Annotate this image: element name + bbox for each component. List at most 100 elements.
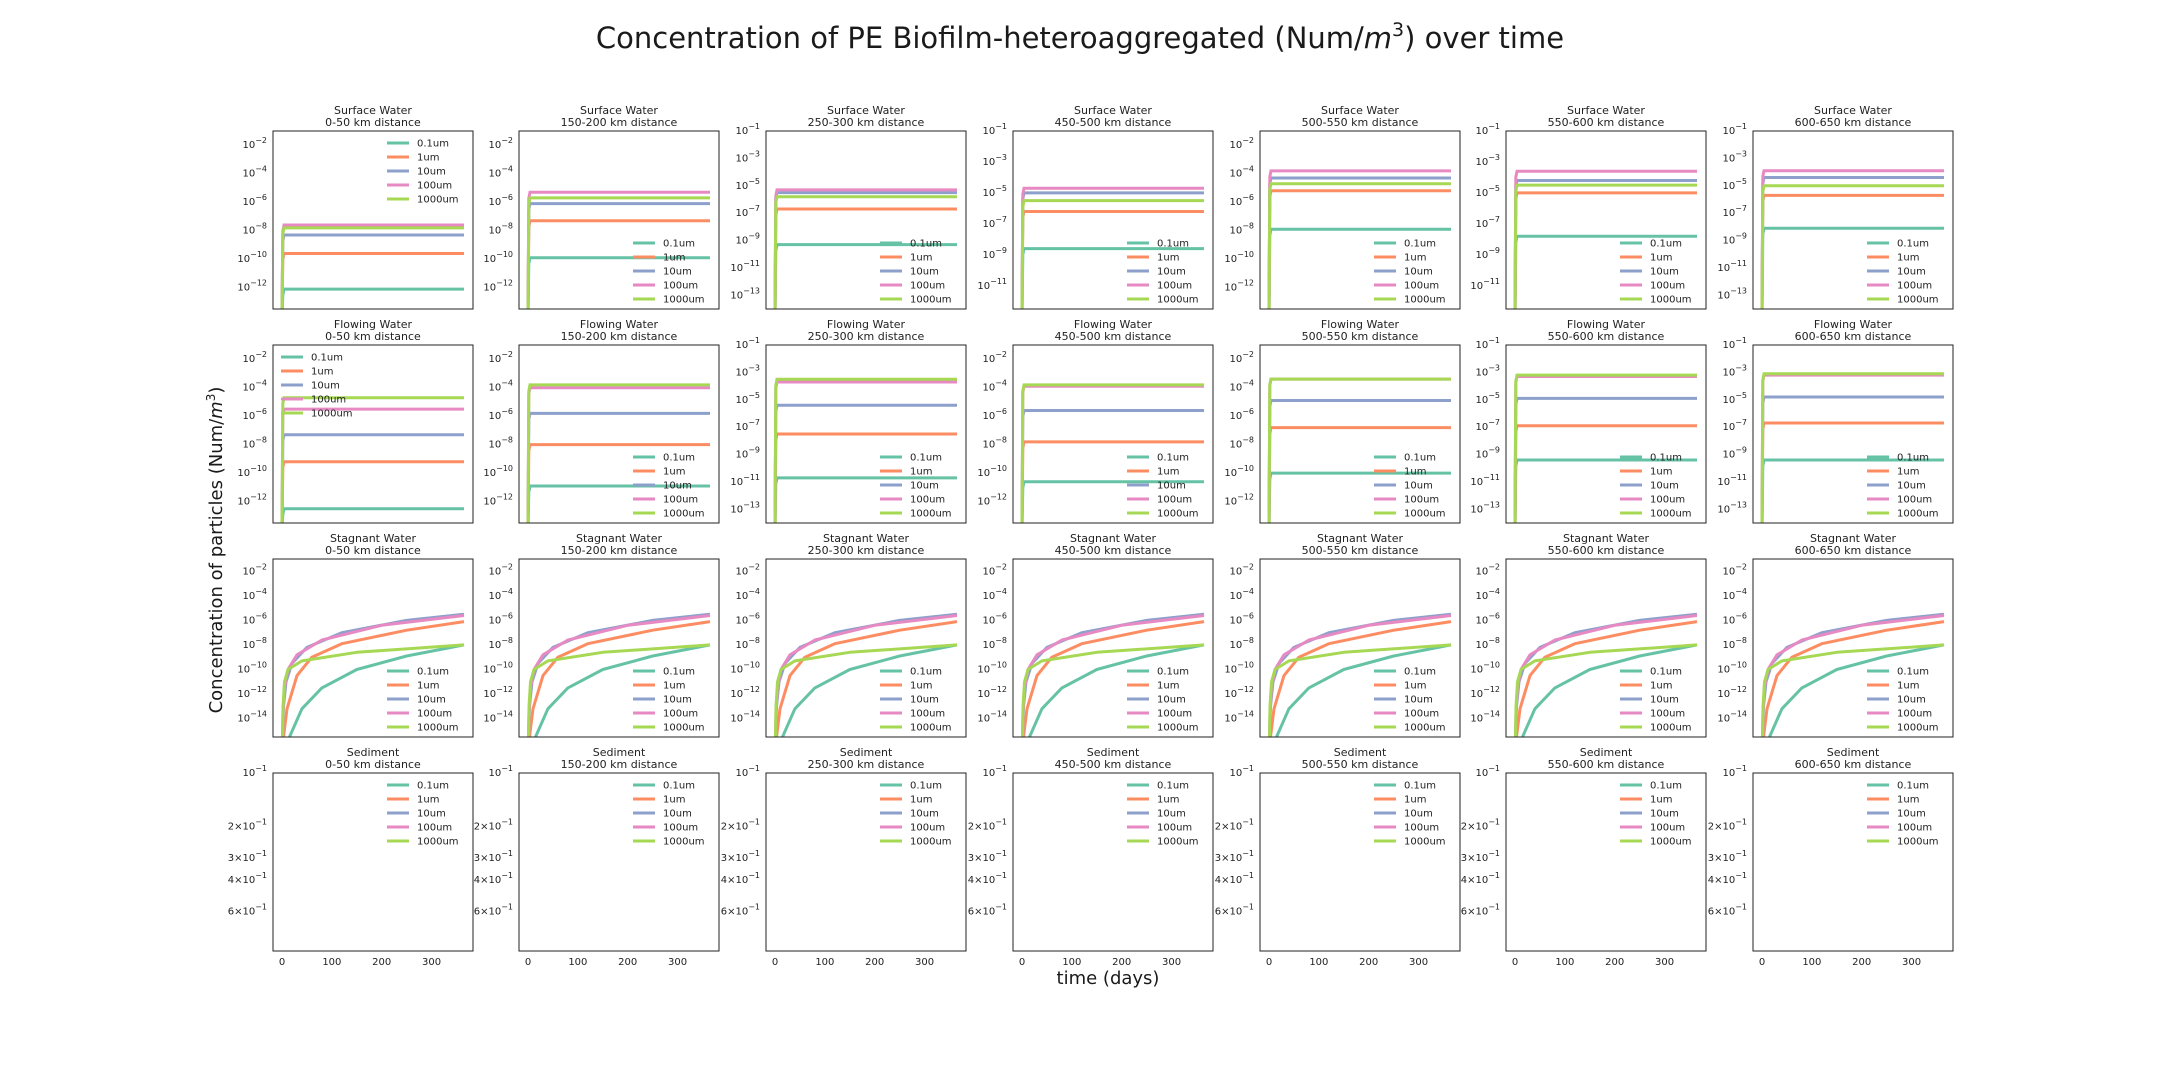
panel-r1-c2-legend-label-1000um: 1000um [910, 509, 952, 520]
panel-r0-c0-series-1um [280, 251, 464, 309]
panel-r3-c2-ytick-label: 4×10−1 [721, 871, 760, 886]
panel-r2-c1-legend-label-1um: 1um [663, 681, 685, 692]
panel-r3-c3-title-compartment: Sediment [1087, 746, 1140, 759]
panel-r1-c6-title-compartment: Flowing Water [1814, 318, 1893, 331]
panel-r3-c1-legend-label-10um: 10um [663, 809, 692, 820]
panel-r1-c6-ytick-label: 10−7 [1722, 418, 1747, 433]
panel-r2-c0-ytick-label: 10−4 [242, 587, 267, 602]
panel-r1-c2-legend-label-100um: 100um [910, 495, 945, 506]
panel-r1-c2-ytick-label: 10−7 [735, 418, 760, 433]
panel-r2-c5-legend-label-0.1um: 0.1um [1650, 667, 1682, 678]
panel-r2-c4-ytick-label: 10−2 [1229, 562, 1254, 577]
panel-r0-c1-title-distance: 150-200 km distance [561, 116, 678, 129]
panel-r3-c3-legend-label-1um: 1um [1157, 795, 1179, 806]
panel-r0-c6-ytick-label: 10−3 [1722, 149, 1747, 164]
panel-r0-c0-series-0.1um [280, 287, 464, 309]
panel-r2-c5-series-group [1514, 612, 1698, 737]
panel-r1-c0-legend-label-1um: 1um [311, 367, 333, 378]
panel-r2-c1-ytick-label: 10−4 [488, 587, 513, 602]
panel-r0-c0-ytick-label: 10−8 [242, 222, 267, 237]
panel-r0-c4-frame [1259, 130, 1461, 310]
panel-r0-c1-legend-label-100um: 100um [663, 281, 698, 292]
panel-r3-c5-xtick-label: 100 [1555, 957, 1574, 968]
panel-r1-c3-title-distance: 450-500 km distance [1055, 330, 1172, 343]
panel-r2-c0-legend-label-0.1um: 0.1um [417, 667, 449, 678]
panel-r3-c4-legend-label-10um: 10um [1404, 809, 1433, 820]
panel-r3-c6-legend-label-100um: 100um [1897, 823, 1932, 834]
panel-r0-c3-series-group [1020, 186, 1204, 309]
panel-r0-c0-legend-label-1um: 1um [417, 153, 439, 164]
panel-r3-c6-xtick-label: 300 [1902, 957, 1921, 968]
panel-r2-c3-ytick-label: 10−12 [977, 685, 1007, 700]
panel-r2-c1-title-distance: 150-200 km distance [561, 544, 678, 557]
panel-r3-c3-title-distance: 450-500 km distance [1055, 758, 1172, 771]
panel-r2-c2-series-group [774, 612, 958, 737]
panel-r1-c1-legend-label-1000um: 1000um [663, 509, 705, 520]
panel-r1-c0-legend-label-0.1um: 0.1um [311, 353, 343, 364]
panel-r3-c0-xtick-label: 100 [322, 957, 341, 968]
panel-r1-c1-title-distance: 150-200 km distance [561, 330, 678, 343]
panel-r2-c0-ytick-label: 10−12 [237, 685, 267, 700]
panel-r0-c3-legend-label-1um: 1um [1157, 253, 1179, 264]
panel-r1-c6-ytick-label: 10−11 [1717, 473, 1747, 488]
panel-r3-c0-legend-label-1um: 1um [417, 795, 439, 806]
panel-r2-c2-ytick-label: 10−12 [730, 685, 760, 700]
panel-r2-c1-ytick-label: 10−2 [488, 562, 513, 577]
panel-r2-c2-series-0.1um [781, 643, 958, 737]
panel-r3-c0-legend-label-100um: 100um [417, 823, 452, 834]
panel-r1-c1-legend-label-1um: 1um [663, 467, 685, 478]
panel-r3-c4-ytick-label: 2×10−1 [1215, 818, 1254, 833]
panel-r2-c0-series-1000um [281, 643, 465, 737]
panel-r3-c2-legend-label-1um: 1um [910, 795, 932, 806]
panel-r1-c5-legend-label-10um: 10um [1650, 481, 1679, 492]
panel-r0-c1-legend-label-1000um: 1000um [663, 295, 705, 306]
panel-r2-c5-legend-label-1000um: 1000um [1650, 723, 1692, 734]
panel-r3-c5-xtick-label: 300 [1655, 957, 1674, 968]
panel-r3-c4-legend-label-100um: 100um [1404, 823, 1439, 834]
panel-r2-c5-series-1000um [1514, 643, 1698, 737]
panel-r1-c3-ytick-label: 10−4 [982, 379, 1007, 394]
panel-r2-c6-ytick-label: 10−8 [1722, 636, 1747, 651]
panel-r0-c6-frame [1752, 130, 1954, 310]
panel-r1-c5-ytick-label: 10−9 [1475, 446, 1500, 461]
panel-r1-c5-ytick-label: 10−5 [1475, 391, 1500, 406]
panel-r3-c2-frame [765, 772, 967, 952]
panel-r1-c6-series-1000um [1760, 372, 1944, 523]
panel-r2-c2-legend-label-0.1um: 0.1um [910, 667, 942, 678]
panel-r3-c2-ytick-label: 2×10−1 [721, 818, 760, 833]
panel-r2-c6-legend-label-100um: 100um [1897, 709, 1932, 720]
panel-r2-c6-legend-label-10um: 10um [1897, 695, 1926, 706]
panel-r0-c0-title-compartment: Surface Water [334, 104, 412, 117]
panel-r2-c4-title-distance: 500-550 km distance [1302, 544, 1419, 557]
panel-r3-c5-ytick-label: 3×10−1 [1461, 849, 1500, 864]
panel-r2-c4-legend-label-1um: 1um [1404, 681, 1426, 692]
panel-r2-c2-ytick-label: 10−8 [735, 636, 760, 651]
panel-r1-c5-title-compartment: Flowing Water [1567, 318, 1646, 331]
panel-r2-c2-legend-label-1um: 1um [910, 681, 932, 692]
panel-r1-c3-ytick-label: 10−12 [977, 493, 1007, 508]
panel-r1-c0-ytick-label: 10−4 [242, 379, 267, 394]
panel-r1-c1-series-0.1um [526, 484, 710, 523]
panel-r2-c2-title-compartment: Stagnant Water [823, 532, 910, 545]
panel-r3-c2-legend-label-100um: 100um [910, 823, 945, 834]
panel-r1-c6-legend-label-0.1um: 0.1um [1897, 453, 1929, 464]
panel-r2-c1-legend-label-1000um: 1000um [663, 723, 705, 734]
panel-r3-c1-ytick-label: 3×10−1 [474, 849, 513, 864]
panel-r0-c5-ytick-label: 10−7 [1475, 215, 1500, 230]
panel-r0-c6-ytick-label: 10−1 [1722, 122, 1747, 137]
panel-r1-c5-frame [1505, 344, 1707, 524]
panel-r2-c1-legend-label-100um: 100um [663, 709, 698, 720]
panel-r0-c4-ytick-label: 10−12 [1224, 279, 1254, 294]
panel-r1-c3-legend-label-1um: 1um [1157, 467, 1179, 478]
panel-r0-c5-legend-label-100um: 100um [1650, 281, 1685, 292]
panel-r3-c4-legend-label-1um: 1um [1404, 795, 1426, 806]
panel-r2-c1-series-0.1um [534, 643, 711, 737]
panel-r1-c3-ytick-label: 10−10 [977, 464, 1007, 479]
panel-r3-c1-legend-label-100um: 100um [663, 823, 698, 834]
panel-r1-c1-ytick-label: 10−8 [488, 436, 513, 451]
